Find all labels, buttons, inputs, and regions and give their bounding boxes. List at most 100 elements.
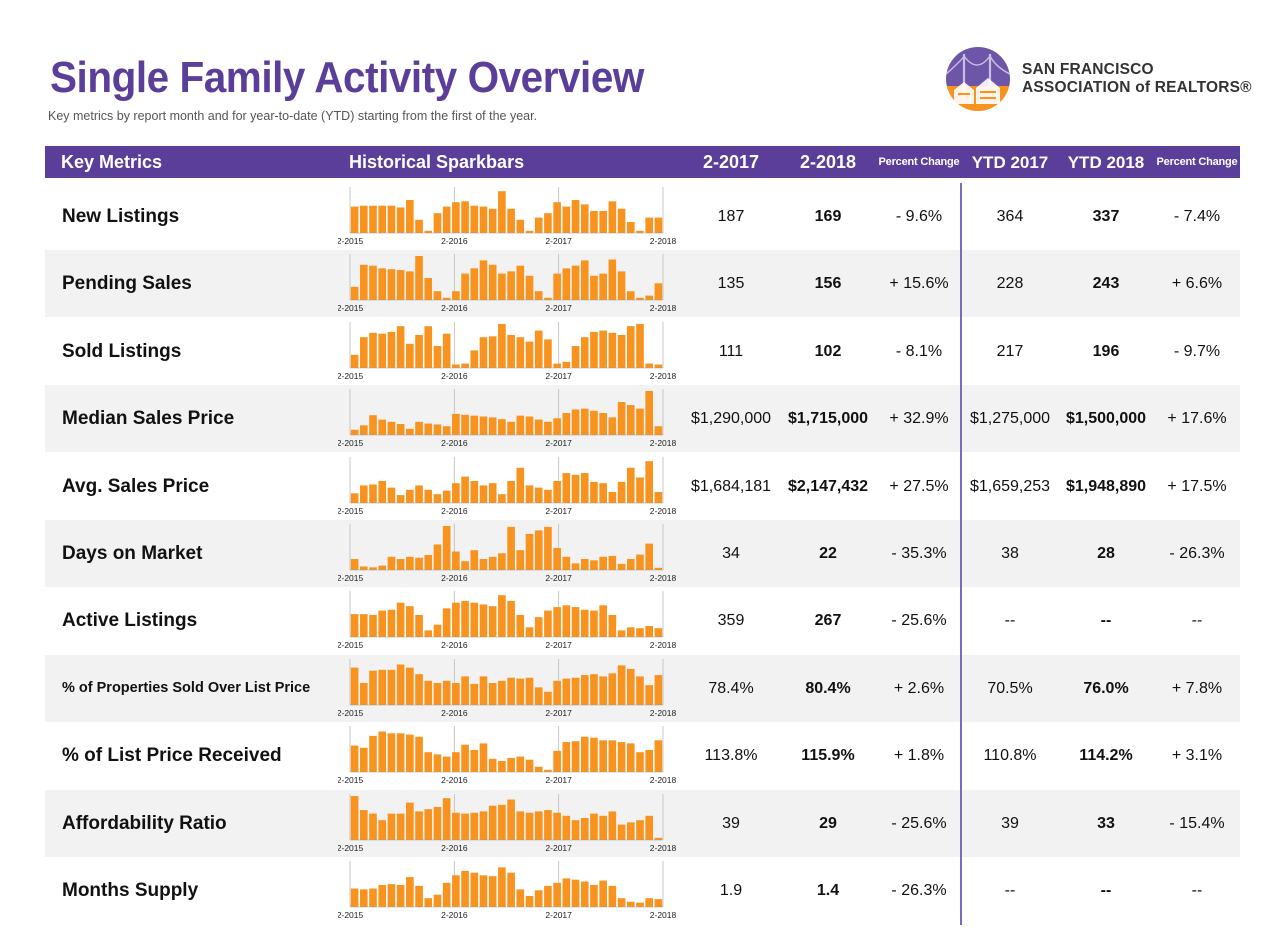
- sparkbar: [544, 298, 552, 301]
- sparkbar: [608, 555, 617, 570]
- sparkbar: [507, 334, 515, 368]
- value-ytd-prev: 228: [996, 275, 1024, 293]
- value-ytd-prev: 217: [996, 342, 1024, 360]
- sparkbar: [415, 736, 423, 773]
- value-ytd-pct-change: + 7.8%: [1171, 679, 1223, 697]
- sparkbar-tick-label: 2-2017: [545, 506, 572, 516]
- sparkbar: [516, 678, 525, 705]
- sparkbar: [544, 809, 552, 840]
- metric-name: % of List Price Received: [62, 745, 282, 767]
- page-title: Single Family Activity Overview: [50, 53, 644, 102]
- sparkbar: [461, 870, 469, 907]
- sparkbar-chart: 2-2015 2-2016 2-2017 2-2018: [338, 591, 677, 650]
- sparkbar: [360, 205, 368, 233]
- sparkbar: [488, 556, 497, 570]
- sparkbar-tick-label: 2-2016: [441, 910, 468, 920]
- value-ytd-prev: 38: [1001, 545, 1019, 562]
- value-ytd-curr: 114.2%: [1079, 747, 1133, 765]
- sparkbar: [433, 625, 442, 638]
- sparkbar: [479, 559, 488, 570]
- sparkbar-tick-label: 2-2016: [441, 236, 468, 246]
- sparkbar: [636, 628, 644, 638]
- header-ytd-pct-change: Percent Change: [1156, 156, 1238, 168]
- sparkbar: [553, 812, 561, 840]
- table-row: Months Supply 2-2015 2-2016 2-2017 2-2018 1.9…: [45, 857, 1240, 924]
- sparkbar-tick-label: 2-2015: [338, 506, 364, 516]
- sparkbar: [553, 882, 561, 907]
- sparkbar: [360, 425, 368, 436]
- sparkbar: [580, 260, 589, 301]
- sparkbar: [470, 603, 479, 638]
- sparkbar: [433, 493, 442, 503]
- sparkbar: [406, 802, 414, 840]
- sparkbar: [396, 733, 405, 773]
- sparkbar: [442, 526, 451, 570]
- sparkbar: [452, 682, 460, 705]
- sparkbar: [415, 810, 423, 840]
- sparkbar: [415, 557, 423, 570]
- sparkbar: [470, 415, 479, 436]
- header-ytd-curr: YTD 2018: [1067, 153, 1145, 172]
- sparkbar: [387, 884, 396, 907]
- value-month-curr: 115.9%: [801, 747, 855, 765]
- table-row: Pending Sales 2-2015 2-2016 2-2017 2-2018 135…: [45, 250, 1240, 318]
- sparkbar: [544, 769, 552, 773]
- sparkbar: [571, 879, 580, 907]
- value-pct-change: + 27.5%: [889, 477, 949, 495]
- sparkbar-tick-label: 2-2015: [338, 708, 364, 718]
- sparkbar: [599, 330, 607, 368]
- sparkbar: [617, 563, 626, 570]
- sparkbar: [378, 819, 387, 840]
- sparkbar: [479, 875, 488, 907]
- sparkbar: [415, 484, 423, 503]
- sparkbar: [442, 797, 451, 840]
- sparkbar: [580, 674, 589, 705]
- sparkbar: [516, 415, 525, 436]
- sparkbar: [617, 481, 626, 503]
- sparkbar: [498, 680, 506, 705]
- sparkbar: [396, 424, 405, 436]
- table-row: % of List Price Received 2-2015 2-2016 2-20…: [45, 722, 1240, 789]
- sparkbar: [442, 298, 451, 301]
- sparkbar: [626, 901, 635, 907]
- sparkbar: [571, 474, 580, 503]
- sparkbar: [544, 610, 552, 638]
- sparkbar: [553, 751, 561, 773]
- sparkbar: [406, 606, 414, 638]
- sparkbar: [369, 567, 377, 570]
- sparkbar: [387, 205, 396, 233]
- sparkbar: [369, 332, 377, 368]
- sparkbar: [488, 482, 497, 503]
- sparkbar: [507, 208, 515, 233]
- sparkbar: [525, 484, 534, 503]
- sparkbar-tick-label: 2-2017: [545, 708, 572, 718]
- sparkbar: [387, 487, 396, 503]
- sparkbar: [360, 889, 368, 907]
- sparkbar-tick-label: 2-2016: [441, 371, 468, 381]
- sparkbar-tick-label: 2-2016: [441, 573, 468, 583]
- sparkbar: [534, 291, 543, 301]
- sparkbar: [525, 276, 534, 301]
- sparkbar: [562, 361, 571, 368]
- sparkbar-chart: 2-2015 2-2016 2-2017 2-2018: [338, 321, 677, 381]
- sparkbar: [534, 487, 543, 503]
- sparkbar: [608, 740, 617, 773]
- sparkbar: [562, 605, 571, 638]
- sparkbar: [360, 265, 368, 301]
- sparkbar: [479, 260, 488, 301]
- sparkbar: [396, 270, 405, 301]
- sparkbar: [369, 888, 377, 907]
- sparkbar: [608, 201, 617, 233]
- sparkbar: [378, 610, 387, 638]
- header-month-curr: 2-2018: [799, 152, 857, 172]
- sparkbar: [406, 667, 414, 705]
- sparkbar: [553, 363, 561, 368]
- sparkbar: [479, 416, 488, 436]
- sparkbar: [654, 628, 663, 638]
- sparkbar: [599, 880, 607, 907]
- sparkbar: [599, 211, 607, 233]
- sparkbar: [452, 812, 460, 840]
- sparkbar: [516, 889, 525, 907]
- sparkbar: [516, 810, 525, 840]
- value-month-curr: 22: [819, 545, 837, 562]
